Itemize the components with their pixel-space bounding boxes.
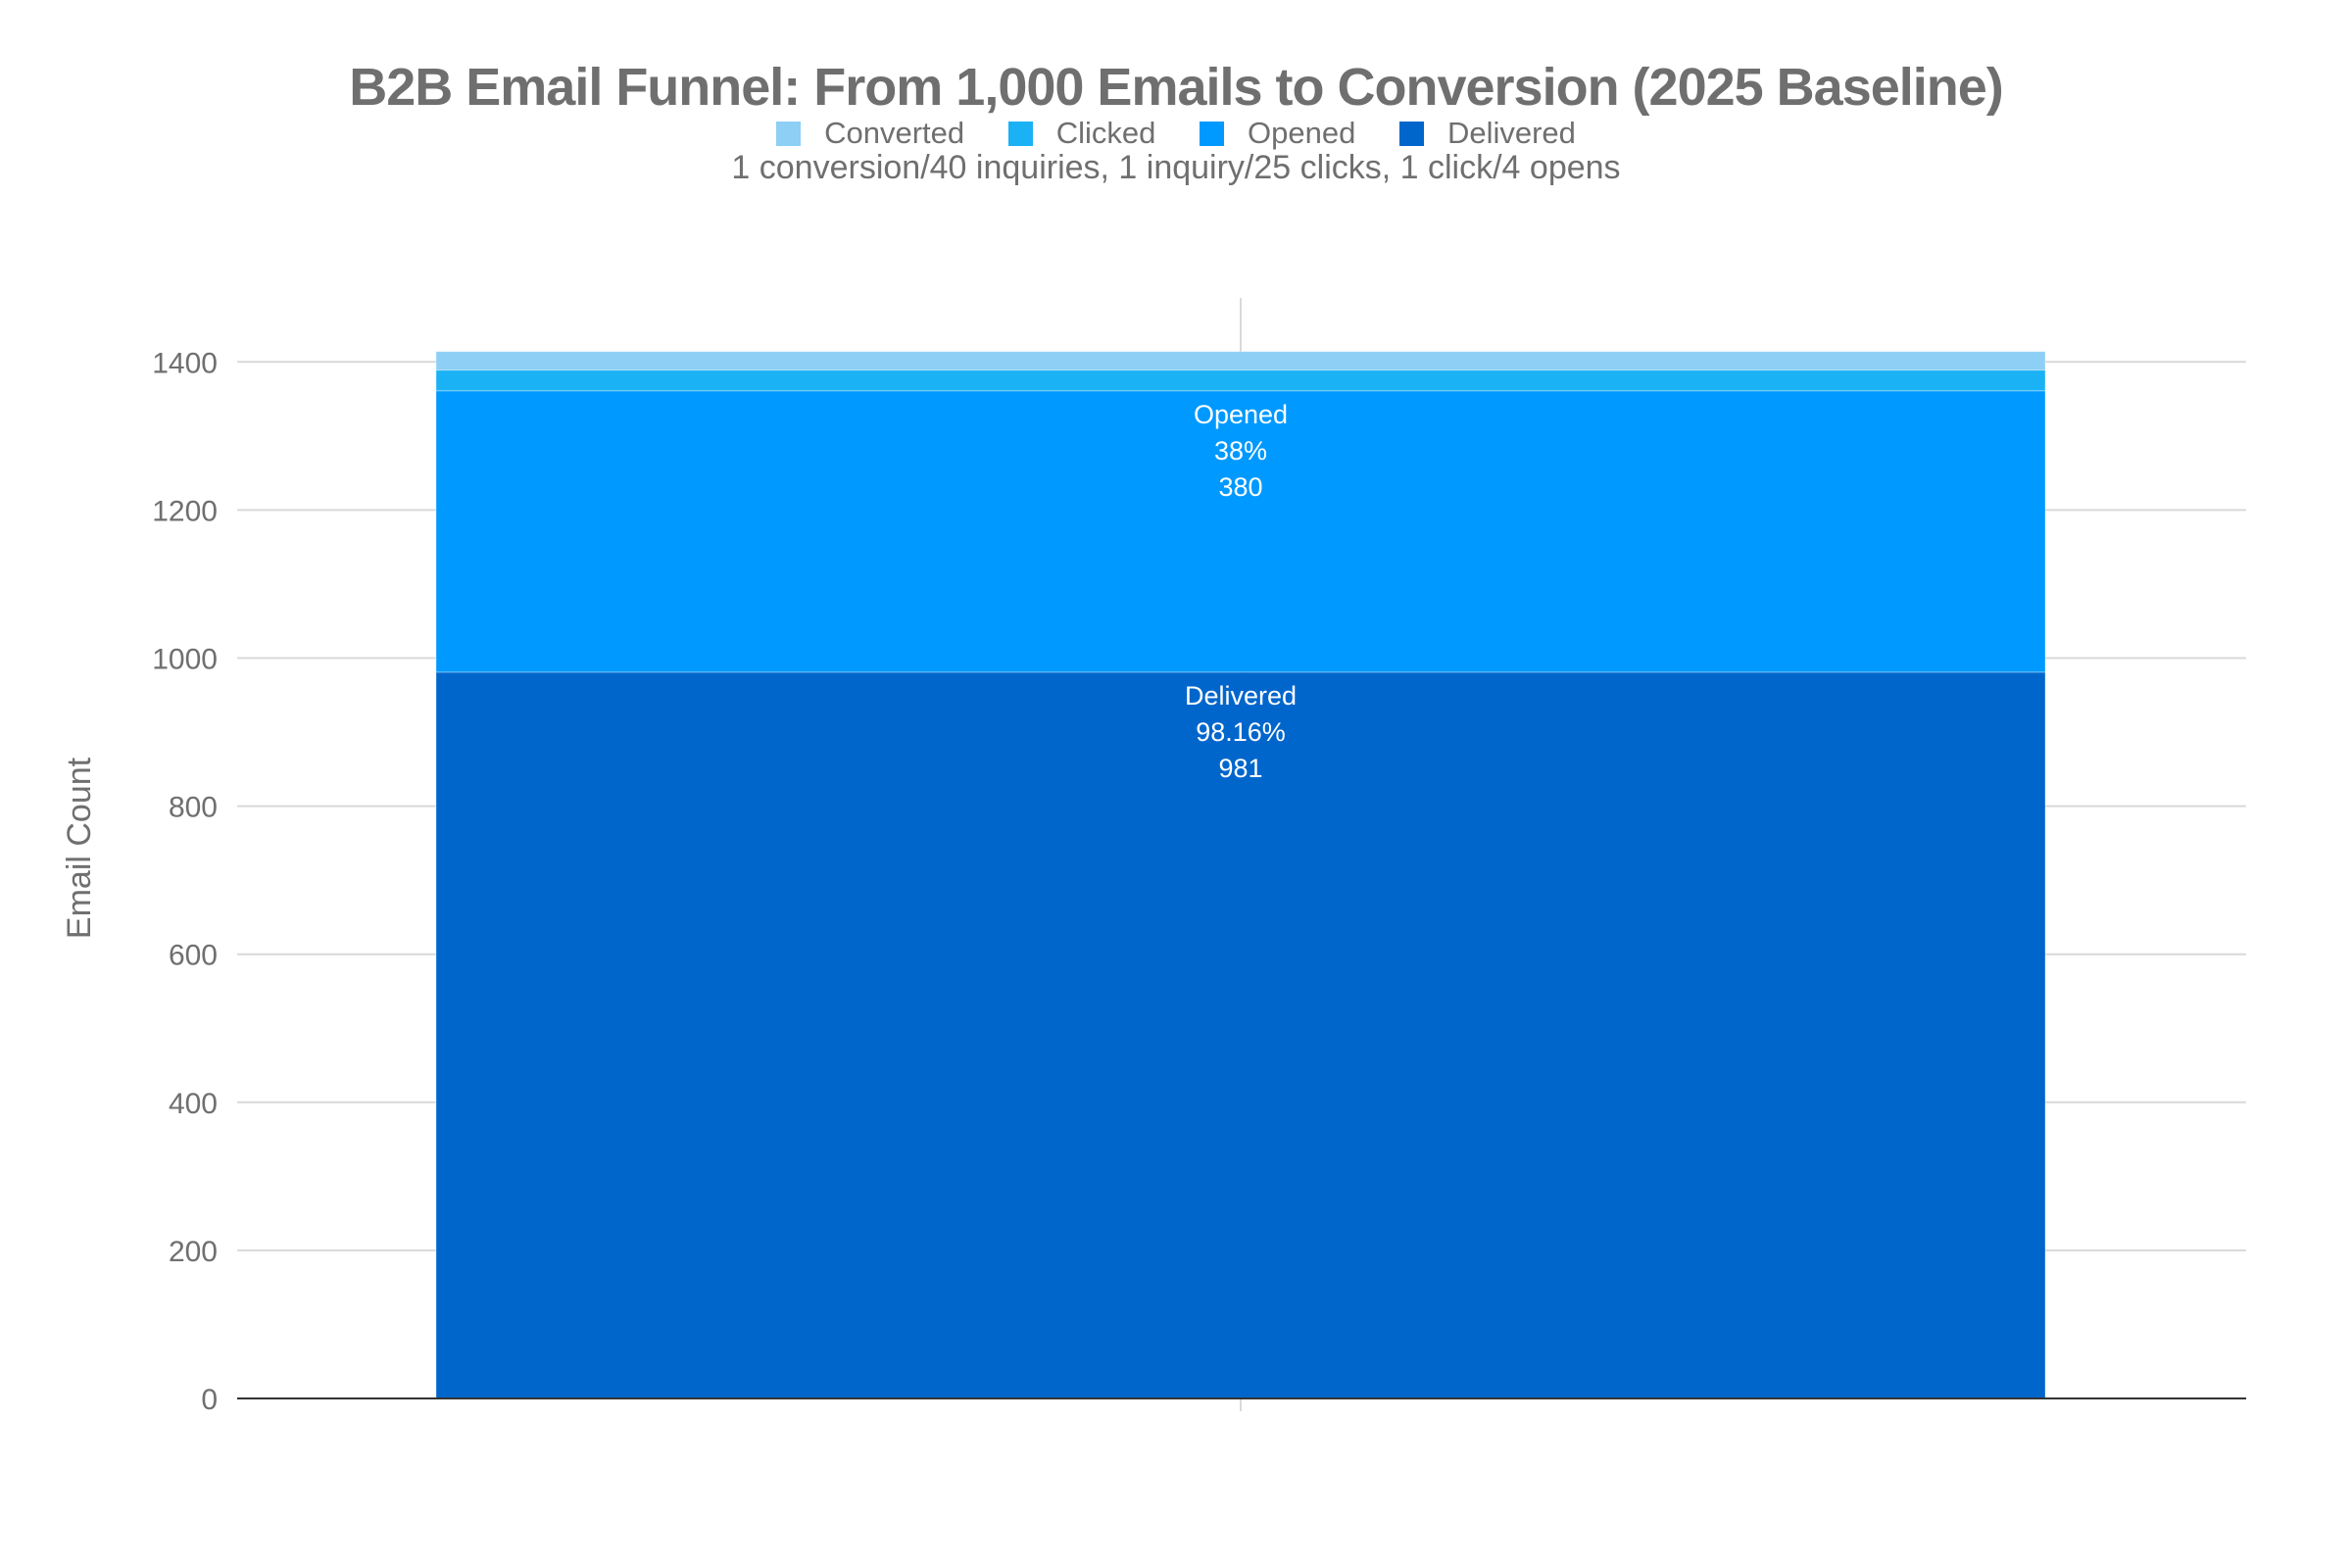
legend-swatch-converted xyxy=(776,121,802,146)
y-tick-label-200: 200 xyxy=(169,1236,218,1268)
y-tick-label-400: 400 xyxy=(169,1088,218,1120)
data-label-opened-value: 380 xyxy=(1218,472,1262,502)
legend: Converted Clicked Opened Delivered xyxy=(0,116,2352,154)
data-label-delivered-percent: 98.16% xyxy=(1196,717,1286,747)
legend-item-converted[interactable]: Converted xyxy=(776,116,964,151)
data-label-opened-name: Opened xyxy=(1194,400,1288,429)
legend-label-clicked: Clicked xyxy=(1055,116,1156,150)
y-tick-label-1200: 1200 xyxy=(152,495,218,527)
legend-label-delivered: Delivered xyxy=(1446,116,1576,150)
bar-segment-clicked xyxy=(435,369,2046,392)
legend-item-delivered[interactable]: Delivered xyxy=(1398,116,1576,151)
chart-title: B2B Email Funnel: From 1,000 Emails to C… xyxy=(349,58,2004,117)
y-tick-label-600: 600 xyxy=(169,940,218,972)
data-label-delivered-name: Delivered xyxy=(1185,681,1297,710)
y-tick-label-0: 0 xyxy=(201,1384,218,1416)
legend-swatch-delivered xyxy=(1398,121,1424,146)
chart-subtitle: 1 conversion/40 inquiries, 1 inquiry/25 … xyxy=(731,149,1621,186)
y-tick-label-800: 800 xyxy=(169,792,218,824)
legend-item-opened[interactable]: Opened xyxy=(1200,116,1355,151)
bar-segment-delivered xyxy=(435,671,2046,1399)
legend-label-converted: Converted xyxy=(824,116,965,150)
y-axis-title: Email Count xyxy=(61,757,98,939)
legend-swatch-opened xyxy=(1200,121,1225,146)
y-tick-label-1000: 1000 xyxy=(152,644,218,676)
data-label-opened-percent: 38% xyxy=(1214,436,1267,466)
bar-segment-converted xyxy=(435,351,2046,371)
bar-segment-opened xyxy=(435,390,2046,673)
legend-swatch-clicked xyxy=(1007,121,1033,146)
data-label-delivered-value: 981 xyxy=(1218,754,1262,783)
legend-item-clicked[interactable]: Clicked xyxy=(1007,116,1156,151)
y-tick-label-1400: 1400 xyxy=(152,347,218,379)
legend-label-opened: Opened xyxy=(1248,116,1356,150)
